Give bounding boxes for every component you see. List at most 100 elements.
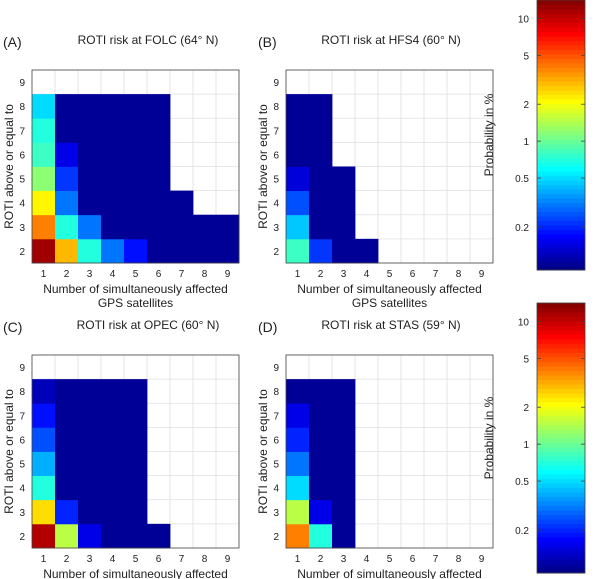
heatmap-cell (286, 190, 310, 216)
colorbar-segment (537, 334, 585, 340)
colorbar-segment (537, 171, 585, 176)
y-tick-label: 2 (19, 532, 25, 543)
colorbar-segment (537, 193, 585, 199)
heatmap-cell (286, 238, 310, 264)
colorbar-segment (537, 523, 585, 529)
x-tick-label: 1 (41, 269, 47, 280)
y-tick-label: 5 (19, 460, 25, 471)
y-tick-label: 2 (273, 247, 279, 258)
colorbar-segment (537, 537, 585, 542)
x-tick-label: 2 (64, 269, 70, 280)
heatmap-cell (124, 523, 148, 549)
heatmap-cell (78, 499, 102, 525)
x-tick-label: 4 (110, 269, 116, 280)
heatmap-cell (124, 142, 148, 167)
x-tick-label: 7 (433, 554, 439, 565)
heatmap-cell (147, 214, 171, 240)
colorbar-segment (537, 465, 585, 470)
heatmap-cell (309, 118, 333, 143)
heatmap-cell (147, 166, 171, 192)
colorbar-segment (537, 261, 585, 266)
colorbar-segment (537, 81, 585, 86)
y-tick-label: 9 (19, 363, 25, 374)
colorbar-segment (537, 456, 585, 461)
colorbar-segment (537, 312, 585, 317)
x-tick-label: 2 (318, 269, 324, 280)
y-tick-label: 5 (273, 175, 279, 186)
colorbar-segment (537, 45, 585, 50)
heatmap-cell (309, 379, 333, 404)
colorbar-segment (537, 541, 585, 547)
x-tick-label: 6 (410, 269, 416, 280)
x-tick-label: 1 (295, 554, 301, 565)
colorbar-segment (537, 564, 585, 569)
heatmap-cell (55, 427, 79, 452)
heatmap-cell (170, 214, 194, 240)
heatmap-cell (332, 499, 356, 525)
x-tick-label: 7 (179, 554, 185, 565)
colorbar-segment (537, 198, 585, 203)
heatmap-cell (32, 451, 56, 477)
heatmap-cell (286, 118, 310, 143)
heatmap-cell (286, 403, 310, 428)
colorbar-tick-label: 0.5 (515, 174, 529, 185)
heatmap-cell (78, 190, 102, 216)
colorbar-segment (537, 18, 585, 23)
heatmap-cell (101, 499, 125, 525)
colorbar-segment (537, 550, 585, 556)
colorbar-segment (537, 72, 585, 77)
colorbar-segment (537, 166, 585, 172)
x-axis-label-line1: Number of simultaneously affected (43, 282, 228, 296)
heatmap-cell (101, 190, 125, 216)
heatmap-cell (286, 142, 310, 167)
y-tick-label: 8 (273, 387, 279, 398)
heatmap-cell (78, 403, 102, 428)
x-axis-label-line2: GPS satellites (98, 296, 173, 310)
colorbar-segment (537, 384, 585, 389)
colorbar-segment (537, 510, 585, 515)
heatmap-cell (124, 475, 148, 501)
panel-d: (D) ROTI risk at STAS (59° N) 1 2 3 4 5 6 7 8 9 2 3 4… (256, 318, 494, 579)
heatmap-cell (32, 427, 56, 452)
heatmap-cell (332, 475, 356, 501)
x-tick-label: 5 (133, 269, 139, 280)
colorbar-segment (537, 366, 585, 371)
heatmap-cell (124, 238, 148, 264)
y-tick-label: 9 (273, 363, 279, 374)
colorbar-label: Probability in % (482, 396, 496, 479)
y-tick-label: 3 (19, 508, 25, 519)
heatmap-cell (309, 214, 333, 240)
colorbar-segment (537, 568, 585, 574)
colorbar-segment (537, 252, 585, 257)
colorbar-segment (537, 85, 585, 91)
colorbar-segment (537, 316, 585, 322)
heatmap-cell (101, 403, 125, 428)
heatmap-cell (78, 451, 102, 477)
x-tick-label: 9 (225, 554, 231, 565)
colorbar-segment (537, 157, 585, 163)
colorbar-segment (537, 438, 585, 443)
panel-a: (A) ROTI risk at FOLC (64° N) 1 2 3 4 5 6 7 8 9 2 3 4… (2, 33, 240, 310)
colorbar-tick-label: 10 (518, 14, 530, 25)
colorbar-segment (537, 375, 585, 380)
heatmap-cell (78, 475, 102, 501)
colorbar-segment (537, 27, 585, 32)
heatmap-cell (55, 118, 79, 143)
heatmap-cell (32, 238, 56, 264)
colorbar-segment (537, 144, 585, 149)
heatmap-cell (32, 118, 56, 143)
colorbar-segment (537, 451, 585, 457)
colorbar-segment (537, 94, 585, 100)
colorbar-segment (537, 370, 585, 376)
heatmap-cell (78, 166, 102, 192)
heatmap-cell (101, 118, 125, 143)
y-tick-label: 9 (273, 78, 279, 89)
x-tick-label: 6 (156, 554, 162, 565)
colorbar-segment (537, 9, 585, 14)
colorbar-segment (537, 397, 585, 403)
colorbar-segment (537, 469, 585, 475)
colorbar-segment (537, 478, 585, 484)
y-axis-label: ROTI above or equal to (256, 104, 270, 229)
colorbar-segment (537, 528, 585, 533)
colorbar-segment (537, 121, 585, 127)
